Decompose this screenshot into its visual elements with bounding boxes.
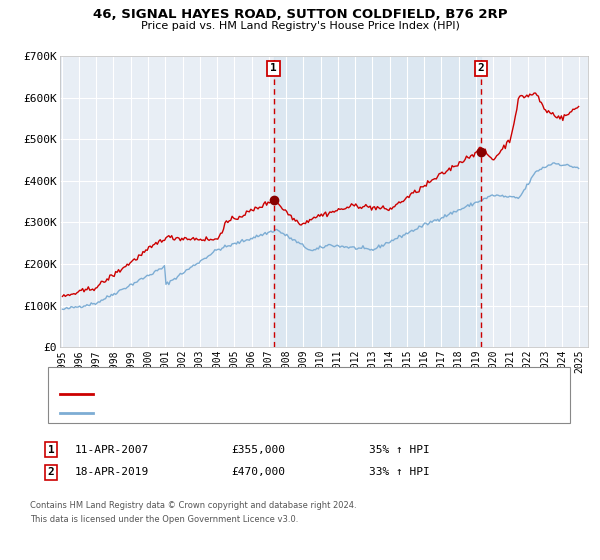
Bar [274, 56, 481, 347]
Text: 46, SIGNAL HAYES ROAD, SUTTON COLDFIELD, B76 2RP (detached house): 46, SIGNAL HAYES ROAD, SUTTON COLDFIELD,… [97, 389, 479, 399]
Text: £470,000: £470,000 [231, 467, 285, 477]
Text: 18-APR-2019: 18-APR-2019 [75, 467, 149, 477]
Text: 1: 1 [47, 445, 55, 455]
Text: This data is licensed under the Open Government Licence v3.0.: This data is licensed under the Open Gov… [30, 515, 298, 524]
Text: HPI: Average price, detached house, Birmingham: HPI: Average price, detached house, Birm… [97, 408, 367, 418]
Text: 2: 2 [478, 63, 484, 73]
Text: 33% ↑ HPI: 33% ↑ HPI [369, 467, 430, 477]
Text: Contains HM Land Registry data © Crown copyright and database right 2024.: Contains HM Land Registry data © Crown c… [30, 501, 356, 510]
Text: £355,000: £355,000 [231, 445, 285, 455]
Text: 46, SIGNAL HAYES ROAD, SUTTON COLDFIELD, B76 2RP: 46, SIGNAL HAYES ROAD, SUTTON COLDFIELD,… [93, 8, 507, 21]
Text: 35% ↑ HPI: 35% ↑ HPI [369, 445, 430, 455]
Text: 11-APR-2007: 11-APR-2007 [75, 445, 149, 455]
Text: 2: 2 [47, 467, 55, 477]
Text: 1: 1 [270, 63, 277, 73]
Text: Price paid vs. HM Land Registry's House Price Index (HPI): Price paid vs. HM Land Registry's House … [140, 21, 460, 31]
